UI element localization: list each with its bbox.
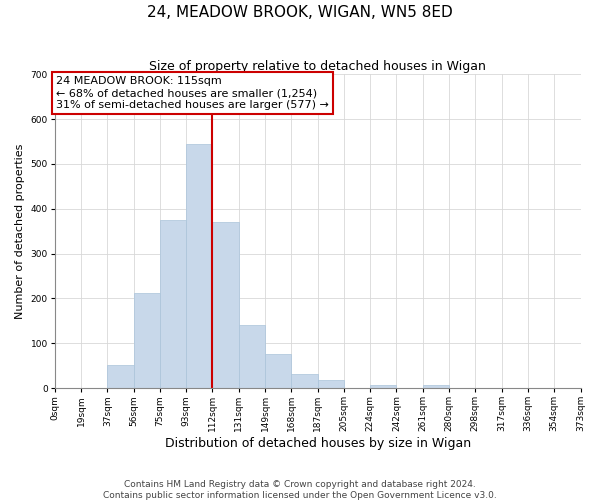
Title: Size of property relative to detached houses in Wigan: Size of property relative to detached ho…	[149, 60, 486, 73]
Text: 24 MEADOW BROOK: 115sqm
← 68% of detached houses are smaller (1,254)
31% of semi: 24 MEADOW BROOK: 115sqm ← 68% of detache…	[56, 76, 329, 110]
Bar	[160, 220, 186, 388]
Bar	[239, 326, 265, 388]
Bar	[212, 222, 239, 388]
X-axis label: Distribution of detached houses by size in Wigan: Distribution of detached houses by size …	[164, 437, 470, 450]
Bar	[186, 144, 212, 388]
Bar	[134, 292, 160, 388]
Text: 24, MEADOW BROOK, WIGAN, WN5 8ED: 24, MEADOW BROOK, WIGAN, WN5 8ED	[147, 5, 453, 20]
Bar	[292, 374, 317, 388]
Y-axis label: Number of detached properties: Number of detached properties	[15, 144, 25, 319]
Bar	[107, 365, 134, 388]
Bar	[423, 384, 449, 388]
Bar	[265, 354, 292, 388]
Text: Contains HM Land Registry data © Crown copyright and database right 2024.
Contai: Contains HM Land Registry data © Crown c…	[103, 480, 497, 500]
Bar	[317, 380, 344, 388]
Bar	[370, 384, 397, 388]
